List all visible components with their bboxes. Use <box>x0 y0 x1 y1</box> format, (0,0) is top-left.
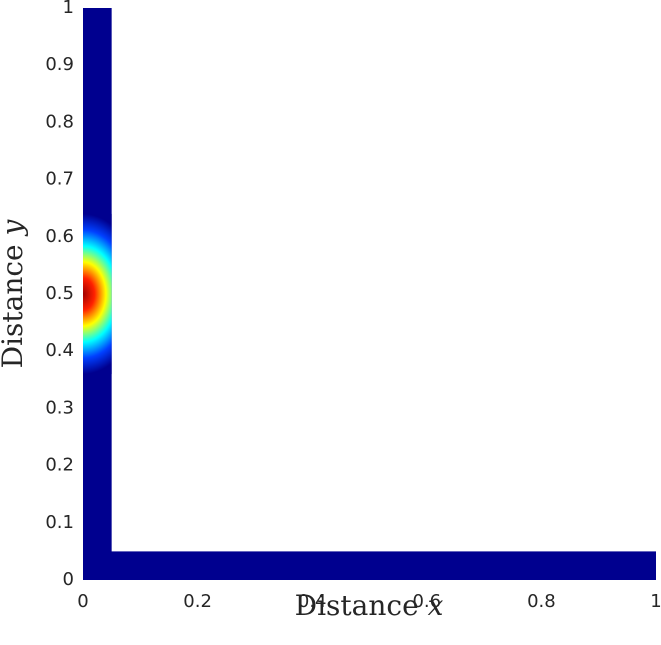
x-tick-label: 0.6 <box>412 591 441 612</box>
y-tick-label: 0.7 <box>45 169 74 190</box>
y-tick-label: 0.2 <box>45 455 74 476</box>
y-tick-label: 1 <box>63 0 74 18</box>
x-tick-label: 0 <box>77 591 88 612</box>
y-label-text: Distance <box>0 244 29 368</box>
y-tick-label: 0.5 <box>45 283 74 304</box>
y-tick-label: 0.9 <box>45 54 74 75</box>
y-tick-label: 0.8 <box>45 111 74 132</box>
x-label-var: x <box>428 589 444 622</box>
y-tick-label: 0.4 <box>45 340 74 361</box>
y-tick-label: 0 <box>63 569 74 590</box>
x-tick-label: 0.2 <box>183 591 212 612</box>
domain-region <box>83 551 656 580</box>
x-tick-label: 0.4 <box>298 591 327 612</box>
heat-spot <box>83 213 141 375</box>
x-tick-label: 0.8 <box>527 591 556 612</box>
x-label-text: Distance <box>295 589 419 622</box>
y-tick-label: 0.3 <box>45 397 74 418</box>
y-axis-label: Distance y <box>0 218 29 368</box>
plot-area <box>83 8 656 580</box>
x-tick-label: 1 <box>650 591 661 612</box>
x-axis-label: Distance x <box>295 589 444 622</box>
y-label-var: y <box>0 218 29 237</box>
y-tick-label: 0.1 <box>45 512 74 533</box>
y-tick-label: 0.6 <box>45 226 74 247</box>
